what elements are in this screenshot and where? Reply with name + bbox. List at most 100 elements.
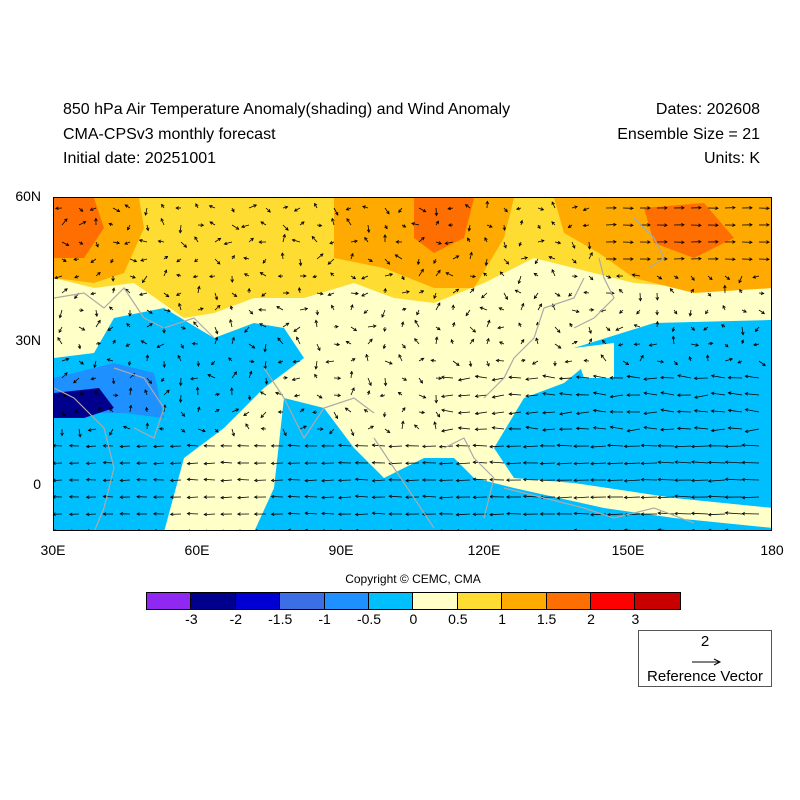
wind-vector-head: [405, 478, 409, 483]
wind-vector: [316, 394, 323, 399]
wind-vector: [660, 428, 675, 431]
wind-vector-head: [539, 461, 544, 466]
wind-vector-head: [337, 461, 342, 465]
wind-vector-head: [297, 286, 302, 291]
wind-vector: [245, 423, 250, 430]
wind-vector-head: [325, 359, 330, 364]
wind-vector-head: [630, 206, 634, 211]
colorbar-tick-label: -2: [229, 611, 243, 627]
wind-vector: [690, 343, 699, 346]
wind-vector-head: [655, 311, 659, 316]
wind-vector-head: [94, 313, 99, 318]
wind-vector: [707, 355, 709, 362]
wind-vector-head: [64, 288, 68, 292]
wind-vector-head: [505, 495, 510, 499]
wind-vector-head: [502, 227, 507, 231]
wind-vector-head: [140, 258, 144, 262]
wind-vector-head: [354, 477, 359, 482]
wind-vector-head: [79, 208, 84, 212]
wind-vector-head: [707, 494, 712, 499]
wind-vector-head: [321, 495, 325, 500]
wind-vector-head: [202, 428, 206, 433]
wind-vector-head: [434, 336, 439, 341]
hot-core-central: [414, 198, 474, 253]
wind-vector-head: [715, 206, 719, 210]
wind-vector: [497, 326, 505, 329]
wind-vector-head: [231, 208, 235, 213]
wind-vector: [724, 275, 730, 280]
wind-vector-head: [623, 444, 628, 449]
wind-vector: [328, 292, 335, 296]
wind-vector: [367, 338, 373, 345]
wind-vector-head: [762, 362, 766, 367]
wind-vector-head: [62, 258, 67, 262]
wind-vector: [54, 479, 63, 481]
wind-vector-head: [575, 426, 580, 431]
colorbar-box: [368, 593, 414, 609]
wind-vector-head: [677, 529, 678, 530]
wind-vector: [141, 340, 148, 345]
wind-vector: [271, 462, 284, 464]
wind-vector: [414, 424, 420, 430]
wind-vector: [398, 207, 403, 213]
wind-vector-head: [474, 411, 479, 416]
wind-vector-head: [474, 427, 479, 432]
wind-vector-head: [158, 427, 163, 431]
wind-vector-head: [334, 415, 339, 420]
wind-vector: [384, 258, 390, 265]
wind-vector-head: [165, 293, 170, 298]
wind-vector-head: [690, 511, 695, 516]
wind-vector-head: [436, 413, 441, 418]
wind-vector: [475, 375, 488, 379]
wind-vector-head: [479, 306, 484, 310]
wind-vector-head: [674, 494, 678, 498]
wind-vector-head: [216, 304, 221, 309]
wind-vector-head: [481, 294, 485, 299]
wind-vector-head: [671, 328, 676, 333]
wind-vector: [607, 513, 624, 516]
wind-vector-head: [451, 321, 456, 326]
wind-vector: [571, 241, 576, 249]
wind-vector-head: [406, 290, 410, 294]
wind-vector: [458, 394, 471, 397]
wind-vector-head: [508, 427, 512, 431]
wind-vector: [305, 496, 318, 498]
wind-vector: [146, 423, 148, 430]
wind-vector: [475, 394, 488, 397]
wind-vector-head: [433, 260, 437, 264]
wind-vector-head: [388, 494, 393, 499]
wind-vector: [515, 289, 522, 294]
wind-vector: [187, 462, 199, 465]
wind-vector: [120, 445, 131, 447]
wind-vector-head: [707, 479, 712, 483]
wind-vector-head: [186, 443, 191, 448]
wind-vector-head: [633, 342, 638, 346]
wind-vector-head: [556, 443, 561, 448]
wind-vector-head: [467, 237, 471, 242]
wind-vector-head: [472, 477, 477, 482]
wind-vector: [725, 445, 743, 447]
wind-vector: [177, 355, 182, 362]
wind-vector: [197, 406, 200, 413]
wind-vector-head: [245, 423, 249, 427]
wind-vector-head: [539, 444, 544, 448]
wind-vector-head: [197, 406, 201, 411]
wind-vector-head: [590, 445, 594, 449]
wind-vector-head: [625, 361, 630, 365]
cold-region-pacific-north: [574, 320, 771, 373]
wind-vector: [350, 387, 355, 396]
wind-vector: [125, 288, 131, 294]
wind-vector-head: [455, 495, 460, 499]
wind-vector-head: [169, 495, 174, 499]
wind-vector: [644, 411, 658, 414]
wind-vector-head: [287, 461, 292, 466]
wind-vector: [520, 303, 524, 311]
wind-vector: [129, 405, 132, 413]
wind-vector-head: [609, 394, 614, 399]
wind-vector-head: [382, 413, 387, 418]
wind-vector-head: [90, 259, 95, 263]
wind-vector-head: [681, 206, 685, 210]
wind-vector-head: [145, 227, 150, 232]
wind-vector-head: [732, 257, 736, 262]
wind-vector-head: [715, 240, 719, 244]
